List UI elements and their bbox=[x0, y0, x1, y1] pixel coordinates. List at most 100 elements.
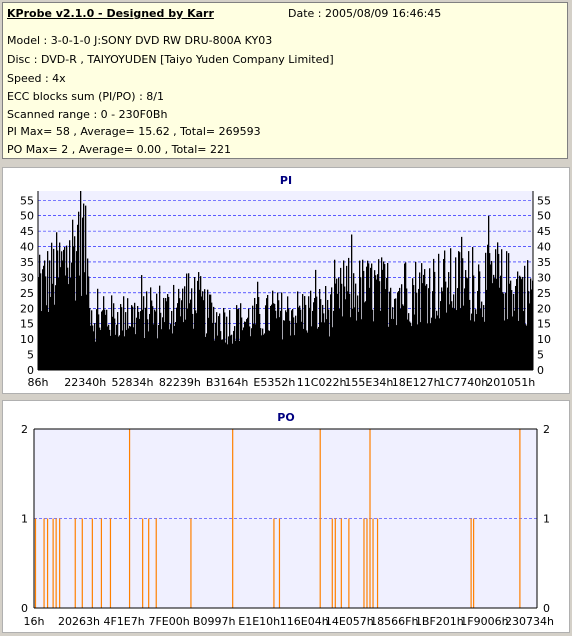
pi-bar bbox=[156, 293, 158, 370]
pi-bar bbox=[81, 295, 83, 370]
pi-y-tick-label-left: 50 bbox=[20, 210, 34, 223]
pi-bar bbox=[339, 308, 341, 370]
pi-bar bbox=[256, 304, 258, 370]
pi-bar bbox=[216, 312, 218, 370]
pi-bar bbox=[266, 298, 268, 370]
pi-y-tick-label-right: 15 bbox=[537, 318, 551, 331]
pi-bar bbox=[147, 319, 149, 370]
pi-bar bbox=[498, 253, 500, 370]
pi-bar bbox=[95, 341, 97, 370]
pi-bar bbox=[503, 293, 505, 370]
pi-bar bbox=[176, 307, 178, 370]
pi-bar bbox=[528, 291, 530, 370]
pi-bar bbox=[221, 339, 223, 370]
pi-y-tick-label-right: 50 bbox=[537, 210, 551, 223]
pi-bar bbox=[79, 275, 81, 370]
pi-y-tick-label-left: 55 bbox=[20, 194, 34, 207]
pi-bar bbox=[461, 236, 463, 370]
pi-bar bbox=[108, 324, 110, 370]
pi-bar bbox=[260, 328, 262, 370]
pi-bar bbox=[508, 253, 510, 370]
pi-bar bbox=[423, 274, 425, 370]
pi-bar bbox=[492, 283, 494, 370]
po-x-tick-label: 1F9006h bbox=[460, 615, 508, 628]
pi-bar bbox=[531, 289, 533, 370]
pi-bar bbox=[162, 317, 164, 370]
pi-bar bbox=[253, 323, 255, 370]
pi-bar bbox=[56, 232, 58, 370]
pi-bar bbox=[144, 338, 146, 370]
pi-bar bbox=[88, 276, 90, 370]
pi-bar bbox=[184, 286, 186, 370]
pi-bar bbox=[226, 316, 228, 370]
pi-bar bbox=[303, 328, 305, 370]
pi-bar bbox=[416, 292, 418, 370]
pi-bar bbox=[321, 322, 323, 370]
pi-bar bbox=[246, 319, 248, 370]
pi-bar bbox=[68, 284, 70, 370]
pi-bar bbox=[459, 252, 461, 370]
pi-bar bbox=[524, 265, 526, 370]
pi-bar bbox=[179, 298, 181, 370]
pi-bar bbox=[87, 258, 89, 370]
pi-bar bbox=[177, 303, 179, 370]
pi-bar bbox=[443, 258, 445, 370]
pi-bar bbox=[463, 305, 465, 370]
pi-bar bbox=[134, 302, 136, 370]
pi-bar bbox=[314, 297, 316, 370]
pi-bar bbox=[475, 309, 477, 370]
pi-bar bbox=[489, 253, 491, 370]
pi-y-tick-label-left: 30 bbox=[20, 271, 34, 284]
pi-bar bbox=[488, 215, 490, 370]
pi-bar bbox=[509, 283, 511, 370]
pi-bar bbox=[126, 329, 128, 370]
pi-bar bbox=[342, 316, 344, 370]
pi-bar bbox=[507, 319, 509, 370]
pi-bar bbox=[477, 290, 479, 370]
pi-bar bbox=[494, 278, 496, 370]
pi-bar bbox=[159, 285, 161, 370]
pi-bar bbox=[349, 293, 351, 370]
pi-bar bbox=[244, 321, 246, 370]
pi-bar bbox=[45, 276, 47, 370]
pi-bar bbox=[55, 285, 57, 370]
pi-bar bbox=[238, 308, 240, 370]
po-x-tick-label: 20263h bbox=[58, 615, 100, 628]
pi-bar bbox=[54, 304, 56, 370]
pi-bar bbox=[91, 310, 93, 370]
pi-bar bbox=[161, 329, 163, 370]
pi-y-tick-label-left: 35 bbox=[20, 256, 34, 269]
pi-bar bbox=[388, 326, 390, 370]
pi-bar bbox=[286, 312, 288, 370]
pi-bar bbox=[39, 254, 41, 370]
pi-bar bbox=[426, 284, 428, 370]
pi-bar bbox=[125, 312, 127, 370]
pi-bar bbox=[78, 211, 80, 370]
pi-bar bbox=[193, 328, 195, 370]
pi-bar bbox=[527, 260, 529, 370]
pi-bar bbox=[102, 310, 104, 370]
app-title: KProbe v2.1.0 - Designed by Karr bbox=[7, 7, 214, 20]
pi-bar bbox=[69, 240, 71, 370]
pi-bar bbox=[483, 305, 485, 370]
pi-bar bbox=[480, 308, 482, 370]
pi-bar bbox=[374, 270, 376, 370]
po-y-tick-label-left: 0 bbox=[21, 602, 28, 615]
pi-bar bbox=[460, 308, 462, 370]
pi-bar bbox=[406, 288, 408, 370]
pi-bar bbox=[382, 269, 384, 370]
pi-bar bbox=[495, 249, 497, 370]
pi-bar bbox=[289, 320, 291, 370]
pi-bar bbox=[248, 308, 250, 370]
pi-bar bbox=[391, 318, 393, 370]
pi-bar bbox=[136, 317, 138, 370]
pi-bar bbox=[57, 250, 59, 370]
pi-bar bbox=[127, 298, 129, 370]
pi-bar bbox=[47, 251, 49, 370]
pi-bar bbox=[235, 340, 237, 370]
pi-bar bbox=[497, 242, 499, 370]
pi-y-tick-label-right: 45 bbox=[537, 225, 551, 238]
pi-bar bbox=[425, 285, 427, 370]
pi-bar bbox=[153, 324, 155, 370]
pi-bar bbox=[445, 281, 447, 370]
